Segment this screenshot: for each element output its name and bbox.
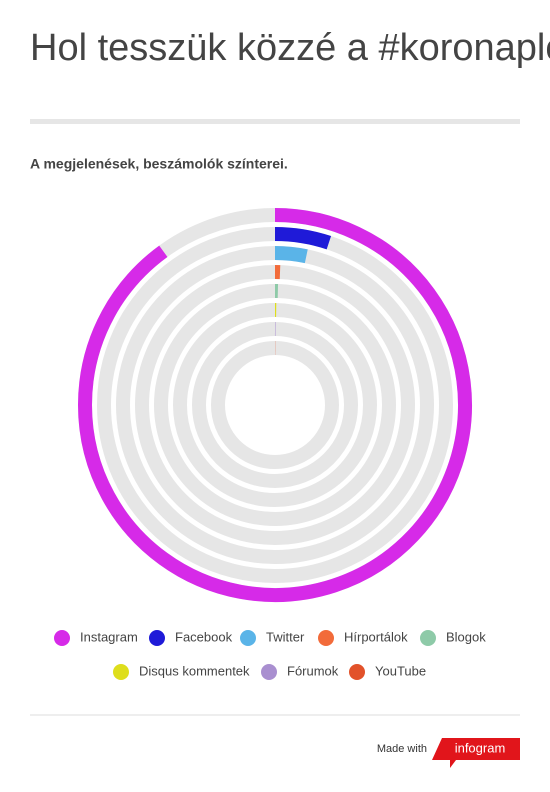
legend-label: Fórumok (287, 663, 339, 678)
legend-label: Instagram (80, 629, 138, 644)
ring-bar (274, 227, 332, 250)
legend-swatch (240, 630, 256, 646)
ring-track (116, 246, 434, 564)
legend-label: Hírportálok (344, 629, 408, 644)
legend-label: Twitter (266, 629, 305, 644)
infogram-logo (432, 738, 520, 768)
legend-label: Facebook (175, 629, 233, 644)
chart-title: Hol tesszük közzé a #koronaplónkat? (30, 27, 550, 69)
chart-subtitle: A megjelenések, beszámolók színterei. (30, 156, 288, 172)
ring-bar (274, 246, 308, 264)
legend-swatch (420, 630, 436, 646)
brand: infogram (455, 740, 506, 755)
title-rule (30, 119, 520, 124)
legend-label: YouTube (375, 663, 426, 678)
legend-label: Disqus kommentek (139, 663, 250, 678)
legend-swatch (113, 664, 129, 680)
legend-swatch (318, 630, 334, 646)
legend-swatch (149, 630, 165, 646)
ring-bar (78, 208, 472, 602)
ring-track (173, 303, 377, 507)
legend-swatch (54, 630, 70, 646)
legend-label: Blogok (446, 629, 486, 644)
made-with: Made with (377, 743, 427, 755)
legend-swatch (349, 664, 365, 680)
ring-track (211, 341, 339, 469)
legend-swatch (261, 664, 277, 680)
